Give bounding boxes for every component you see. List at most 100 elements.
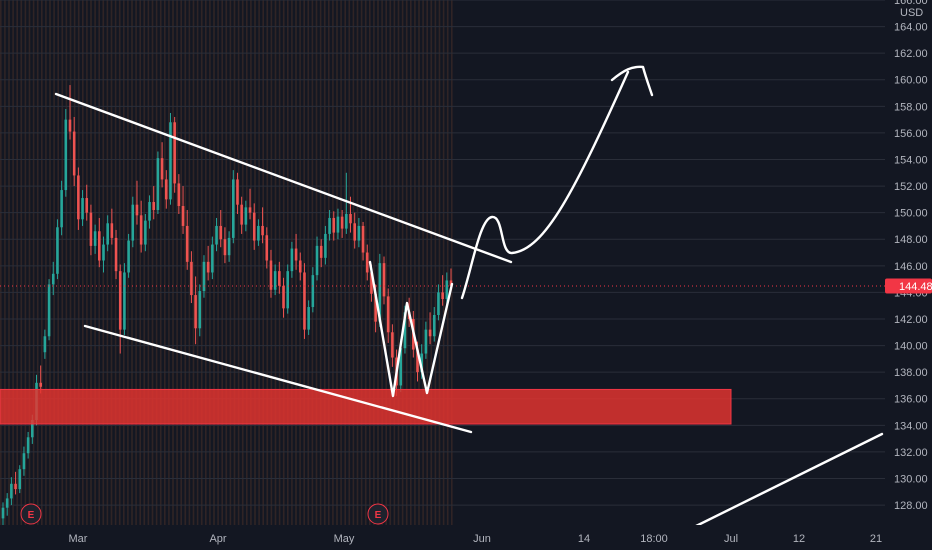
candle[interactable] [160,142,164,188]
candle[interactable] [261,207,264,244]
candle[interactable] [93,224,97,254]
arrow-head[interactable] [610,65,654,97]
w-pattern-drawing[interactable] [368,260,454,398]
candle[interactable] [345,172,348,234]
candle[interactable] [215,217,218,252]
candle[interactable] [240,196,243,234]
candle[interactable] [328,210,331,241]
candle[interactable] [118,264,122,354]
candle[interactable] [106,215,109,252]
candle[interactable] [81,190,84,226]
projection-arrow[interactable] [460,70,630,300]
candle[interactable] [26,431,30,459]
candle[interactable] [315,236,319,281]
candle[interactable] [10,477,13,506]
candle[interactable] [257,219,260,246]
candle[interactable] [273,264,277,296]
candle[interactable] [223,227,227,264]
candle[interactable] [43,329,47,359]
candle[interactable] [1,502,5,525]
candle[interactable] [60,180,63,236]
candle[interactable] [432,307,436,342]
candle[interactable] [437,284,440,321]
candle[interactable] [391,324,394,367]
time-axis[interactable]: Mar Apr May Jun 14 18:00 Jul 12 21 [0,525,932,550]
candle[interactable] [139,200,143,253]
candle[interactable] [424,321,428,359]
candle[interactable] [127,233,130,278]
candle[interactable] [5,493,9,516]
candle[interactable] [39,365,42,394]
candle[interactable] [177,174,181,214]
candle[interactable] [185,210,189,270]
candle[interactable] [332,211,336,241]
candle[interactable] [98,217,101,268]
candle[interactable] [181,186,185,234]
candle[interactable] [123,263,126,335]
candle[interactable] [198,284,202,337]
candle[interactable] [336,208,340,240]
candle[interactable] [110,208,114,245]
candle[interactable] [231,170,235,244]
candle[interactable] [357,217,361,248]
candle[interactable] [89,204,93,256]
candle[interactable] [382,256,386,305]
candle[interactable] [152,186,156,220]
candle[interactable] [18,465,22,494]
candle[interactable] [324,225,327,265]
candle[interactable] [311,267,315,313]
candle[interactable] [445,272,449,305]
support-zone[interactable] [0,388,732,425]
candle[interactable] [85,184,89,221]
candle[interactable] [252,203,256,250]
upper-trendline[interactable] [54,92,513,264]
candle[interactable] [77,167,80,230]
candle[interactable] [319,239,323,268]
candle[interactable] [148,195,151,229]
candle[interactable] [51,261,55,296]
candle[interactable] [64,108,68,197]
candle[interactable] [102,236,105,273]
candle[interactable] [428,312,432,345]
candle[interactable] [47,279,51,341]
candle[interactable] [353,212,356,249]
price-axis[interactable]: 128.00 130.00 132.00 134.00 136.00 138.00 140.… [894,0,928,512]
candle[interactable] [286,264,290,314]
candle[interactable] [68,85,72,140]
candle[interactable] [248,188,252,220]
candle[interactable] [265,227,269,269]
candle[interactable] [290,241,294,278]
candle[interactable] [173,116,176,193]
candle[interactable] [365,244,369,281]
candle[interactable] [114,229,118,280]
candle[interactable] [282,277,285,318]
candle[interactable] [156,151,160,214]
candle[interactable] [14,471,17,495]
candle[interactable] [190,251,193,304]
earnings-marker[interactable]: E [20,503,42,525]
candle[interactable] [194,276,197,345]
candle[interactable] [303,263,306,339]
candle[interactable] [294,233,298,270]
candle[interactable] [227,231,231,262]
candle[interactable] [386,288,390,343]
candle[interactable] [278,261,281,294]
candle[interactable] [298,252,302,281]
candle[interactable] [219,210,223,248]
candle[interactable] [135,180,139,225]
drawings[interactable] [54,65,884,532]
candle[interactable] [340,210,344,238]
candle[interactable] [131,196,135,248]
candle[interactable] [22,446,26,476]
candle[interactable] [56,219,59,280]
candle[interactable] [206,245,210,281]
candle[interactable] [72,116,76,187]
candle[interactable] [164,170,168,209]
candle[interactable] [244,200,248,232]
candle[interactable] [441,275,444,306]
lower-trendline[interactable] [83,324,473,434]
candle[interactable] [202,255,206,298]
lower-right-trendline[interactable] [686,432,884,532]
earnings-marker[interactable]: E [367,503,389,525]
